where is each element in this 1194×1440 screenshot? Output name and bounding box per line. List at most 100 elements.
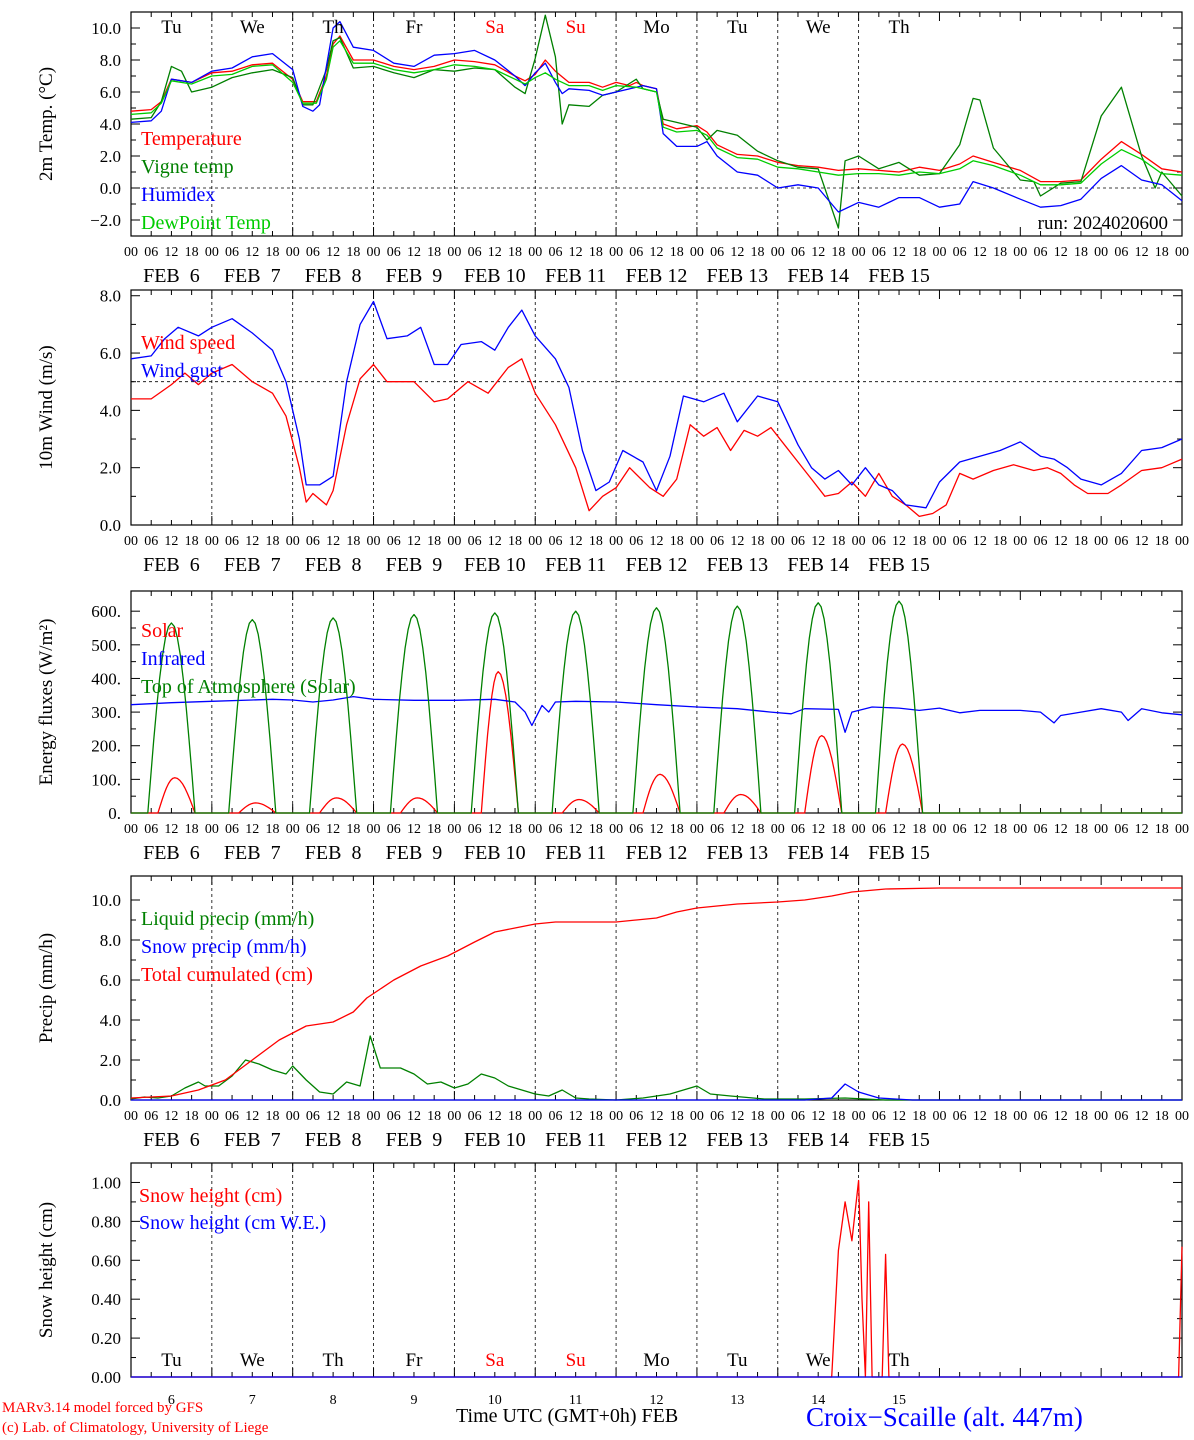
weekday-label: Tu	[161, 17, 182, 38]
hour-label: 12	[1054, 1109, 1068, 1124]
hour-label: 00	[447, 245, 461, 260]
hour-label: 00	[932, 1109, 946, 1124]
hour-label: 06	[468, 1109, 482, 1124]
hour-label: 06	[1114, 822, 1128, 837]
hour-label: 12	[811, 1109, 825, 1124]
series-wind-speed-line	[131, 358, 1183, 518]
legend-entry: Top of Atmosphere (Solar)	[141, 676, 356, 698]
hour-label: 06	[629, 534, 643, 549]
panel-4: 0.0 2.0 4.0 6.0 8.0 10.0 Precip (mm/h) Liquid p…	[36, 875, 1189, 1151]
hour-label: 12	[650, 534, 664, 549]
y-tick-label: 0.	[108, 804, 121, 823]
hour-label: 18	[1074, 245, 1088, 260]
series-infrared-line	[130, 695, 1183, 733]
day-of-month-label: 8	[330, 1393, 337, 1408]
y-tick-label: 4.0	[100, 115, 121, 134]
hour-label: 00	[932, 534, 946, 549]
y-axis-title: 10m Wind (m/s)	[36, 345, 57, 470]
hour-label: 06	[225, 245, 239, 260]
y-tick-label: 0.0	[100, 1091, 121, 1110]
hour-label: 18	[185, 822, 199, 837]
hour-label: 12	[326, 245, 340, 260]
hour-label: 12	[569, 1109, 583, 1124]
legend-entry: Snow height (cm W.E.)	[139, 1212, 326, 1234]
hour-label: 06	[1034, 534, 1048, 549]
hour-label: 06	[144, 534, 158, 549]
hour-label: 06	[548, 822, 562, 837]
hour-label: 06	[144, 822, 158, 837]
date-label: FEB 13	[707, 554, 769, 576]
hour-label: 12	[973, 1109, 987, 1124]
hour-label: 00	[528, 822, 542, 837]
hour-label: 12	[245, 534, 259, 549]
hour-label: 18	[831, 1109, 845, 1124]
hour-label: 18	[265, 1109, 279, 1124]
hour-label: 06	[387, 245, 401, 260]
hour-label: 18	[427, 822, 441, 837]
hour-label: 18	[589, 534, 603, 549]
hour-label: 00	[1094, 245, 1108, 260]
hour-label: 00	[771, 1109, 785, 1124]
date-label: FEB 7	[224, 842, 281, 864]
weekday-label: Sa	[485, 17, 505, 38]
hour-label: 06	[548, 245, 562, 260]
weekday-label: Fr	[406, 17, 424, 38]
y-tick-label: 10.0	[91, 891, 121, 910]
y-axis-title: Energy fluxes (W/m²)	[36, 619, 57, 786]
hour-label: 12	[811, 822, 825, 837]
series-total-cumulated-cm-line	[130, 887, 1182, 1099]
y-tick-label: 2.0	[100, 1051, 121, 1070]
y-tick-label: 0.0	[100, 516, 121, 535]
hour-label: 12	[407, 822, 421, 837]
hour-label: 12	[1135, 245, 1149, 260]
weekday-label: Tu	[727, 1350, 748, 1371]
legend-entry: Snow precip (mm/h)	[141, 936, 307, 958]
date-label: FEB 14	[787, 554, 849, 576]
hour-label: 12	[973, 245, 987, 260]
date-label: FEB 14	[787, 1129, 849, 1151]
y-tick-label: 0.0	[100, 179, 121, 198]
weekday-label: Th	[888, 1350, 910, 1371]
weekday-label: We	[806, 1350, 831, 1371]
hour-label: 06	[872, 822, 886, 837]
hour-label: 18	[265, 822, 279, 837]
hour-label: 00	[205, 245, 219, 260]
date-label: FEB 14	[787, 842, 849, 864]
hour-label: 12	[326, 534, 340, 549]
hour-label: 06	[1034, 245, 1048, 260]
y-tick-label: 600.	[91, 602, 121, 621]
hour-label: 06	[306, 1109, 320, 1124]
hour-label: 18	[508, 534, 522, 549]
hour-label: 00	[528, 534, 542, 549]
hour-label: 12	[245, 822, 259, 837]
panel-5: 0.00 0.20 0.40 0.60 0.80 1.00 Snow height (cm)…	[36, 1162, 1183, 1408]
station-name: Croix−Scaille (alt. 447m)	[806, 1402, 1083, 1432]
date-label: FEB 7	[224, 1129, 281, 1151]
weekday-label: Mo	[643, 1350, 669, 1371]
hour-label: 12	[407, 245, 421, 260]
hour-label: 00	[528, 1109, 542, 1124]
hour-label: 18	[265, 245, 279, 260]
hour-label: 06	[468, 245, 482, 260]
y-tick-label: 0.60	[91, 1251, 121, 1270]
panel-2: 0.0 2.0 4.0 6.0 8.0 10m Wind (m/s) Wind speed W…	[36, 287, 1189, 576]
date-label: FEB 13	[707, 1129, 769, 1151]
date-label: FEB 14	[787, 265, 849, 287]
hour-label: 06	[1114, 245, 1128, 260]
hour-label: 18	[508, 822, 522, 837]
hour-label: 06	[468, 534, 482, 549]
hour-label: 18	[912, 822, 926, 837]
hour-label: 06	[710, 245, 724, 260]
hour-label: 12	[488, 534, 502, 549]
hour-label: 00	[205, 534, 219, 549]
y-tick-label: 200.	[91, 737, 121, 756]
hour-label: 06	[791, 822, 805, 837]
hour-label: 12	[730, 822, 744, 837]
date-label: FEB 12	[626, 265, 688, 287]
hour-label: 12	[488, 822, 502, 837]
hour-label: 00	[1013, 245, 1027, 260]
hour-label: 06	[872, 245, 886, 260]
date-label: FEB 10	[464, 265, 526, 287]
hour-label: 00	[1094, 534, 1108, 549]
hour-label: 00	[852, 1109, 866, 1124]
